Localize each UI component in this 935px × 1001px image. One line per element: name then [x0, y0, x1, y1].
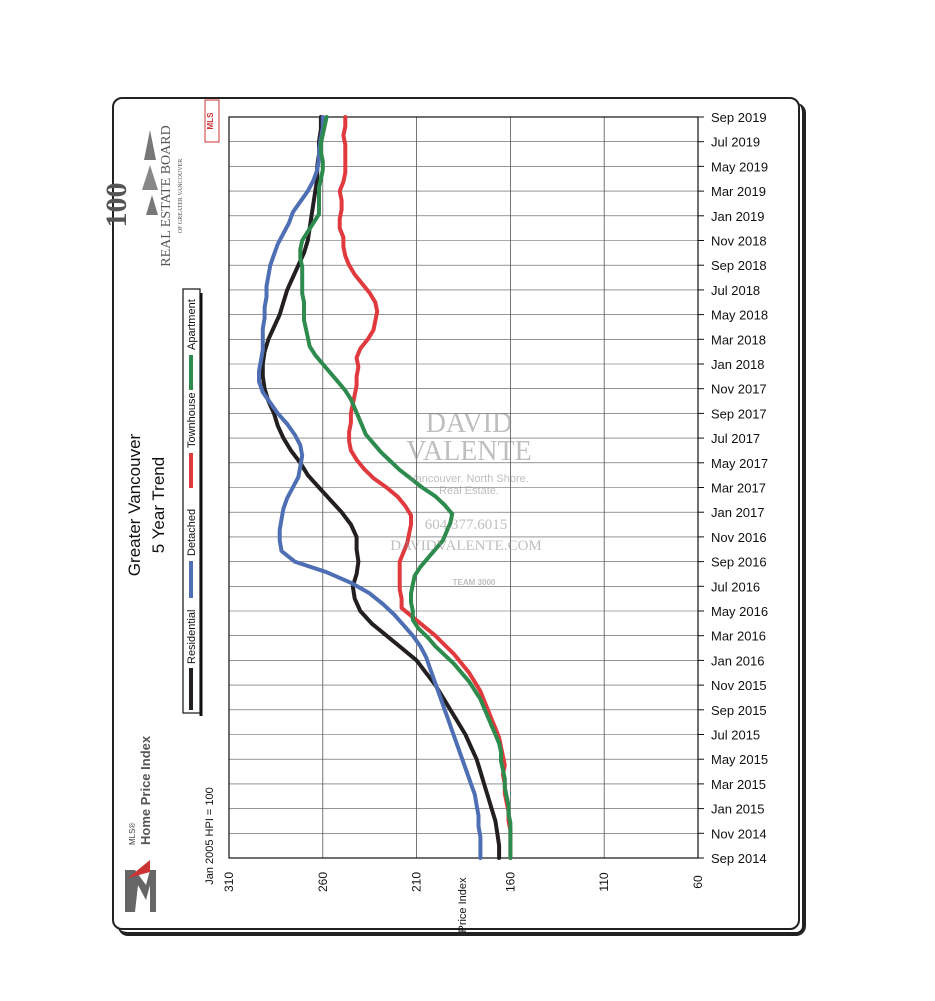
date-tick-label: May 2018	[711, 308, 768, 323]
date-tick-label: Jul 2016	[711, 579, 760, 594]
series-lines	[257, 115, 513, 860]
series-line-residential	[260, 115, 502, 860]
date-tick-label: Jul 2015	[711, 728, 760, 743]
date-tick-label: May 2015	[711, 752, 768, 767]
svg-text:DAVID: DAVID	[426, 408, 513, 439]
axis-title-price-index: Price Index	[457, 877, 469, 933]
date-tick-label: Nov 2014	[711, 826, 767, 841]
date-tick-label: Sep 2015	[711, 703, 767, 718]
svg-text:604.377.6015: 604.377.6015	[425, 517, 508, 533]
date-tick-label: Jul 2018	[711, 283, 760, 298]
svg-text:TEAM 3000: TEAM 3000	[453, 578, 496, 587]
date-tick-label: Nov 2015	[711, 678, 767, 693]
date-tick-label: Mar 2019	[711, 184, 766, 199]
series-line-apartment	[298, 115, 513, 860]
svg-text:DAVIDVALENTE.COM: DAVIDVALENTE.COM	[390, 538, 542, 554]
mls-home-price-index-logo: MLS® Home Price Index	[125, 735, 156, 912]
price-tick-label: 260	[316, 872, 330, 892]
real-estate-board-logo: 100 REAL ESTATE BOARD OF GREATER VANCOUV…	[100, 125, 184, 266]
legend-label-detached: Detached	[186, 509, 198, 556]
svg-text:MLS®: MLS®	[128, 823, 137, 845]
chart-subtitle: 5 Year Trend	[149, 457, 168, 553]
date-tick-label: Sep 2019	[711, 110, 767, 125]
date-tick-label: Nov 2018	[711, 234, 767, 249]
legend: Residential Detached Townhouse Apartment	[182, 288, 203, 716]
chart-title: Greater Vancouver	[125, 433, 144, 576]
date-tick-label: Mar 2018	[711, 332, 766, 347]
date-tick-label: Jan 2015	[711, 802, 765, 817]
date-tick-label: Jan 2017	[711, 505, 765, 520]
chart-frame	[112, 97, 800, 930]
price-tick-label: 210	[410, 872, 424, 892]
date-tick-label: Sep 2017	[711, 406, 767, 421]
date-tick-label: Jan 2018	[711, 357, 765, 372]
svg-text:VALENTE: VALENTE	[406, 436, 531, 467]
price-tick-label: 60	[691, 875, 705, 889]
date-tick-label: Mar 2017	[711, 481, 766, 496]
legend-label-apartment: Apartment	[186, 299, 198, 350]
agent-watermark: DAVID VALENTE Vancouver. North Shore. Re…	[390, 408, 542, 587]
date-tick-label: Sep 2014	[711, 851, 767, 866]
price-tick-label: 110	[597, 872, 611, 891]
date-tick-label: Sep 2016	[711, 555, 767, 570]
legend-label-townhouse: Townhouse	[186, 392, 198, 448]
series-line-townhouse	[337, 115, 513, 860]
date-tick-label: Jul 2017	[711, 431, 760, 446]
date-tick-label: Jan 2019	[711, 209, 765, 224]
series-line-detached	[257, 115, 483, 860]
svg-text:MLS: MLS	[206, 112, 215, 130]
date-tick-label: May 2016	[711, 604, 768, 619]
date-tick-label: Mar 2015	[711, 777, 766, 792]
date-tick-label: Jul 2019	[711, 135, 760, 150]
date-tick-label: Sep 2018	[711, 258, 767, 273]
date-tick-label: Mar 2016	[711, 629, 766, 644]
price-tick-labels: 310 260 210 160 110 60	[222, 872, 705, 892]
chart-frame-shadow	[118, 103, 806, 936]
mls-badge-icon: MLS	[204, 99, 220, 143]
price-tick-label: 310	[222, 872, 236, 892]
price-tick-label: 160	[503, 872, 517, 892]
legend-label-residential: Residential	[186, 610, 198, 664]
date-tick-label: Jan 2016	[711, 653, 765, 668]
plot-area-border	[228, 116, 699, 859]
date-tick-labels: Sep 2014 Nov 2014 Jan 2015 Mar 2015 May 2015…	[711, 110, 768, 866]
svg-text:REAL ESTATE BOARD: REAL ESTATE BOARD	[159, 125, 174, 266]
date-tick-label: Nov 2016	[711, 530, 767, 545]
date-tick-label: May 2017	[711, 456, 768, 471]
svg-text:Real Estate.: Real Estate.	[439, 485, 499, 497]
index-base-note: Jan 2005 HPI = 100	[204, 787, 216, 885]
svg-text:Home Price Index: Home Price Index	[138, 735, 153, 845]
svg-text:OF GREATER VANCOUVER: OF GREATER VANCOUVER	[178, 159, 184, 233]
svg-text:Vancouver. North Shore.: Vancouver. North Shore.	[409, 473, 529, 485]
svg-text:100: 100	[100, 183, 133, 228]
date-tick-label: Nov 2017	[711, 382, 767, 397]
date-tick-label: May 2019	[711, 159, 768, 174]
